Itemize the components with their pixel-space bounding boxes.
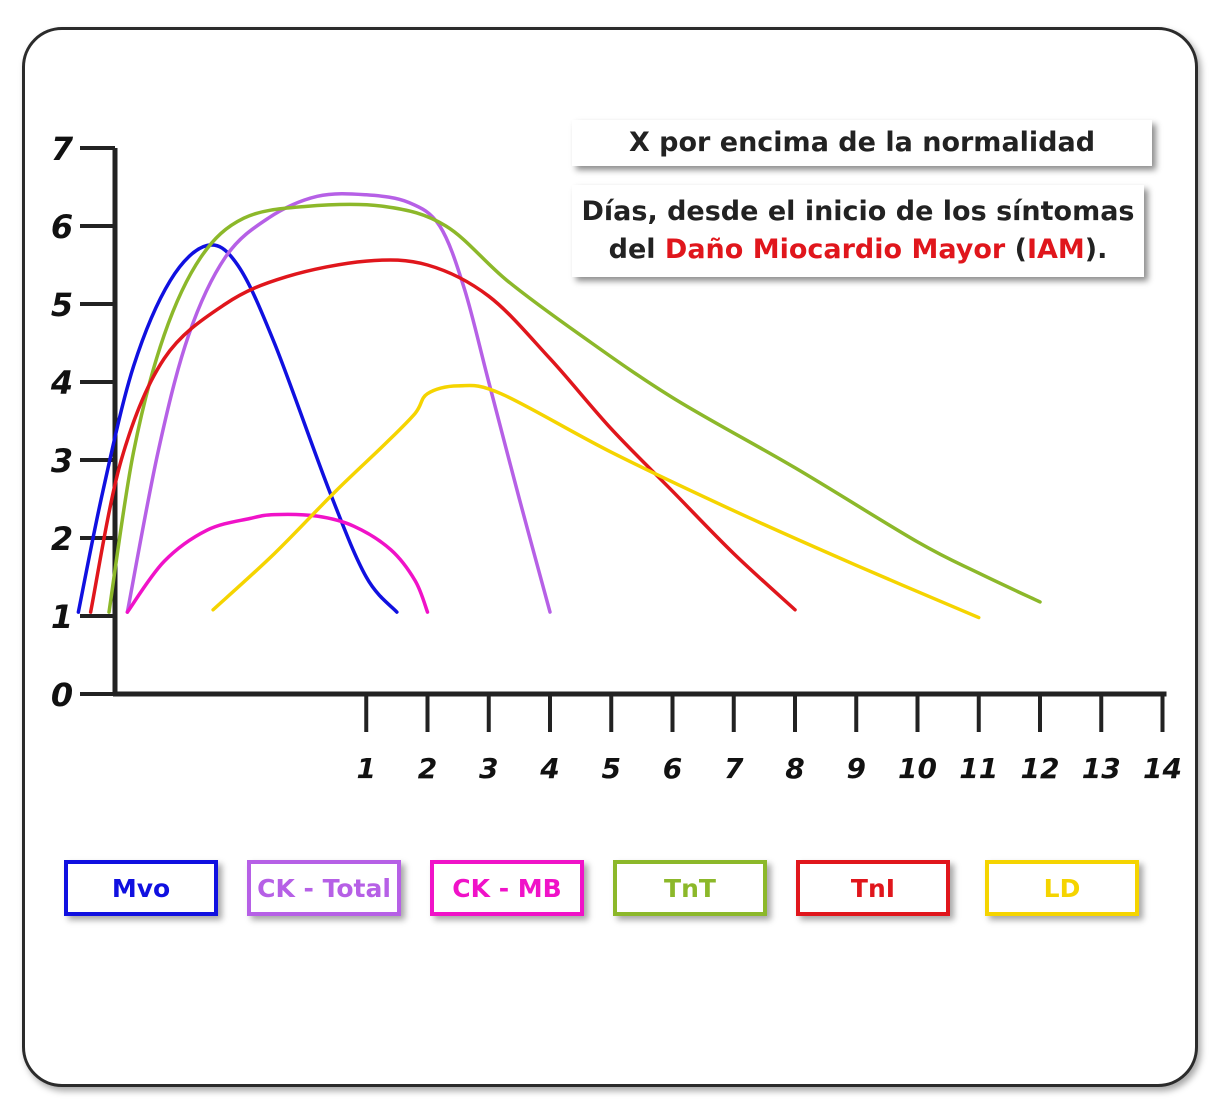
x-axis-label-line2: del Daño Miocardio Mayor (IAM). [572, 231, 1144, 269]
x-axis-label-post: ). [1084, 234, 1108, 265]
y-tick-label: 7 [51, 130, 74, 168]
y-axis-label: X por encima de la normalidad [572, 120, 1152, 166]
x-tick-label: 8 [785, 752, 804, 785]
x-tick-label: 5 [602, 752, 621, 785]
legend-item-ck-total: CK - Total [247, 860, 401, 916]
x-tick-label: 13 [1082, 752, 1121, 785]
legend-label: TnT [664, 873, 716, 903]
legend-label: TnI [850, 873, 896, 903]
legend-label: LD [1043, 873, 1081, 903]
x-axis-label-paren: ( [1005, 234, 1027, 265]
y-tick-label: 1 [51, 598, 73, 636]
x-axis-label-pre: del [608, 234, 665, 265]
series-line-tnt [107, 202, 1042, 614]
x-axis-label-line1: Días, desde el inicio de los síntomas [581, 196, 1135, 227]
y-tick-label: 0 [51, 676, 73, 714]
series-line-ck-total [125, 191, 552, 614]
legend-item-tnt: TnT [613, 860, 767, 916]
y-tick-label: 5 [51, 286, 73, 324]
x-axis-label-acronym: IAM [1026, 234, 1085, 265]
legend-item-ld: LD [985, 860, 1139, 916]
legend-label: CK - MB [452, 873, 562, 903]
legend-item-tni: TnI [796, 860, 950, 916]
legend-label: Mvo [111, 873, 171, 903]
y-tick-label: 3 [51, 442, 73, 480]
series-line-ck-mb [125, 512, 430, 614]
legend-label: CK - Total [257, 873, 391, 903]
x-axis-label: Días, desde el inicio de los síntomas de… [572, 185, 1144, 277]
x-tick-label: 12 [1021, 752, 1060, 785]
x-tick-label: 9 [847, 752, 866, 785]
x-tick-label: 3 [479, 752, 498, 785]
x-tick-label: 10 [898, 752, 937, 785]
x-tick-label: 7 [724, 752, 744, 785]
legend-item-ck-mb: CK - MB [430, 860, 584, 916]
y-tick-label: 6 [51, 208, 73, 246]
legend-item-mvo: Mvo [64, 860, 218, 916]
series-line-mvo [76, 243, 399, 614]
series-line-tni [88, 258, 797, 614]
x-tick-label: 14 [1143, 752, 1182, 785]
x-tick-label: 11 [959, 752, 998, 785]
x-tick-label: 4 [539, 752, 559, 785]
series-line-ld [211, 383, 981, 620]
x-tick-label: 6 [663, 752, 682, 785]
x-tick-label: 1 [357, 752, 376, 785]
y-tick-label: 2 [51, 520, 73, 558]
y-tick-label: 4 [50, 364, 73, 402]
x-tick-label: 2 [418, 752, 437, 785]
x-axis-label-highlight: Daño Miocardio Mayor [664, 234, 1006, 265]
